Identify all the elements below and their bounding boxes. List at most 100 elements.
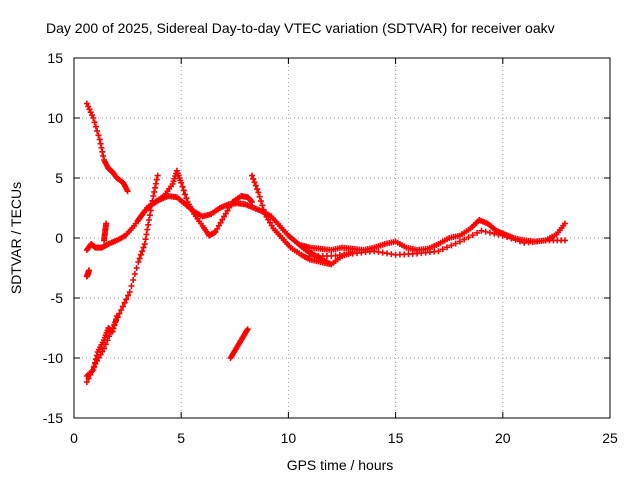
data-point [516, 238, 523, 245]
data-point [126, 289, 133, 295]
data-point [248, 198, 255, 205]
data-point [183, 195, 190, 202]
y-tick-label: 15 [47, 50, 63, 66]
y-tick-label: 10 [47, 110, 63, 126]
data-point [119, 303, 126, 310]
data-point [128, 283, 135, 289]
data-point [244, 326, 251, 333]
data-point [118, 307, 125, 313]
y-tick-label: -15 [43, 410, 63, 426]
chart-title: Day 200 of 2025, Sidereal Day-to-day VTE… [46, 20, 555, 36]
data-point [103, 220, 110, 227]
series-short-arc-c [227, 326, 251, 361]
y-tick-label: 0 [55, 230, 63, 246]
data-point [474, 229, 481, 236]
data-point [504, 234, 511, 241]
data-point [482, 228, 489, 235]
series-arc-a-descending [83, 100, 131, 195]
data-point [94, 127, 101, 134]
series-short-arc-b [101, 220, 110, 244]
x-tick-label: 20 [495, 430, 511, 446]
data-point [136, 255, 143, 262]
data-point [95, 132, 102, 139]
x-tick-label: 10 [281, 430, 297, 446]
data-point [178, 179, 185, 186]
data-point [152, 180, 159, 187]
data-point [217, 219, 224, 226]
data-point [561, 237, 568, 244]
data-point [123, 296, 130, 303]
series-arc-e-peak [135, 167, 255, 239]
data-point [90, 115, 97, 121]
data-point [469, 232, 476, 239]
data-point [125, 292, 132, 299]
data-point [452, 240, 459, 247]
data-point [146, 212, 153, 219]
data-point [113, 313, 120, 319]
data-point [499, 232, 506, 239]
data-point [256, 193, 263, 200]
data-point [111, 322, 118, 329]
data-point [219, 216, 226, 223]
data-point [448, 242, 455, 249]
x-tick-labels: 0 5 10 15 20 25 [70, 430, 618, 446]
data-point [101, 345, 108, 352]
data-point [465, 234, 472, 241]
data-point [214, 225, 221, 232]
data-point [91, 363, 98, 370]
data-point [97, 351, 104, 358]
data-point [444, 244, 451, 251]
series-arc-c-low-start [83, 313, 120, 379]
x-axis-label: GPS time / hours [287, 457, 394, 473]
data-point [508, 235, 515, 242]
data-point [144, 226, 151, 233]
data-marks [83, 100, 568, 385]
data-point [154, 172, 161, 179]
data-point [112, 319, 119, 326]
data-point [561, 220, 568, 227]
data-point [461, 236, 468, 243]
data-point [486, 229, 493, 236]
data-point [150, 193, 157, 199]
y-axis-label: SDTVAR / TECUs [8, 182, 24, 294]
data-point [140, 244, 147, 251]
data-point [98, 144, 105, 151]
data-point [100, 152, 107, 159]
data-point [91, 119, 98, 126]
data-point [92, 123, 99, 130]
data-point [86, 267, 93, 274]
data-point [135, 259, 142, 265]
data-point [146, 217, 153, 223]
x-tick-label: 15 [388, 430, 404, 446]
data-point [260, 206, 267, 213]
series-short-arc-a [83, 267, 93, 280]
data-point [145, 221, 152, 228]
data-point [215, 222, 222, 229]
y-tick-label: -10 [43, 350, 63, 366]
data-point [142, 236, 149, 243]
data-point [121, 299, 128, 306]
data-point [106, 333, 113, 340]
data-point [97, 140, 104, 147]
data-point [152, 184, 159, 191]
x-tick-label: 5 [177, 430, 185, 446]
data-point [182, 191, 189, 198]
data-point [92, 359, 99, 366]
data-point [93, 352, 100, 359]
data-point [96, 136, 103, 143]
data-point [124, 188, 131, 195]
data-point [141, 241, 148, 247]
y-tick-label: -5 [51, 290, 64, 306]
data-point [491, 230, 498, 237]
data-point [133, 265, 140, 271]
data-point [251, 179, 258, 186]
data-point [259, 202, 266, 209]
axis-ticks [73, 57, 611, 419]
data-point [435, 248, 442, 255]
data-point [252, 182, 259, 189]
data-point [439, 246, 446, 253]
data-point [254, 186, 261, 193]
data-point [151, 188, 158, 195]
data-point [83, 379, 90, 385]
data-point [512, 236, 519, 243]
